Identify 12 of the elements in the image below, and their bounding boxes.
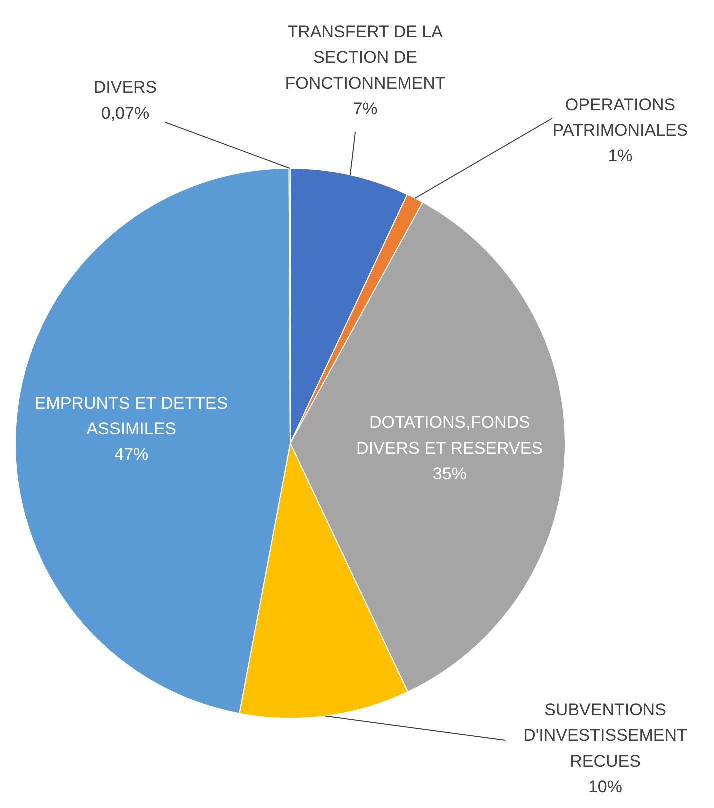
data-label: 0,07% <box>101 104 150 123</box>
data-label: 10% <box>588 777 623 796</box>
slice-label: OPERATIONS PATRIMONIALES <box>552 95 688 140</box>
data-label: 47% <box>114 445 149 464</box>
slice-label: TRANSFERT DE LA SECTION DE FONCTIONNEMENT <box>285 22 446 93</box>
slice-label: DOTATIONS,FONDS DIVERS ET RESERVES <box>356 413 543 458</box>
slice-label: DIVERS <box>94 78 158 98</box>
slice-label: SUBVENTIONS D'INVESTISSEMENT RECUES <box>524 700 688 771</box>
slice-label: EMPRUNTS ET DETTES ASSIMILES <box>34 394 228 439</box>
data-label: 1% <box>608 146 633 166</box>
data-label: 35% <box>432 464 467 484</box>
data-label: 7% <box>353 99 378 118</box>
